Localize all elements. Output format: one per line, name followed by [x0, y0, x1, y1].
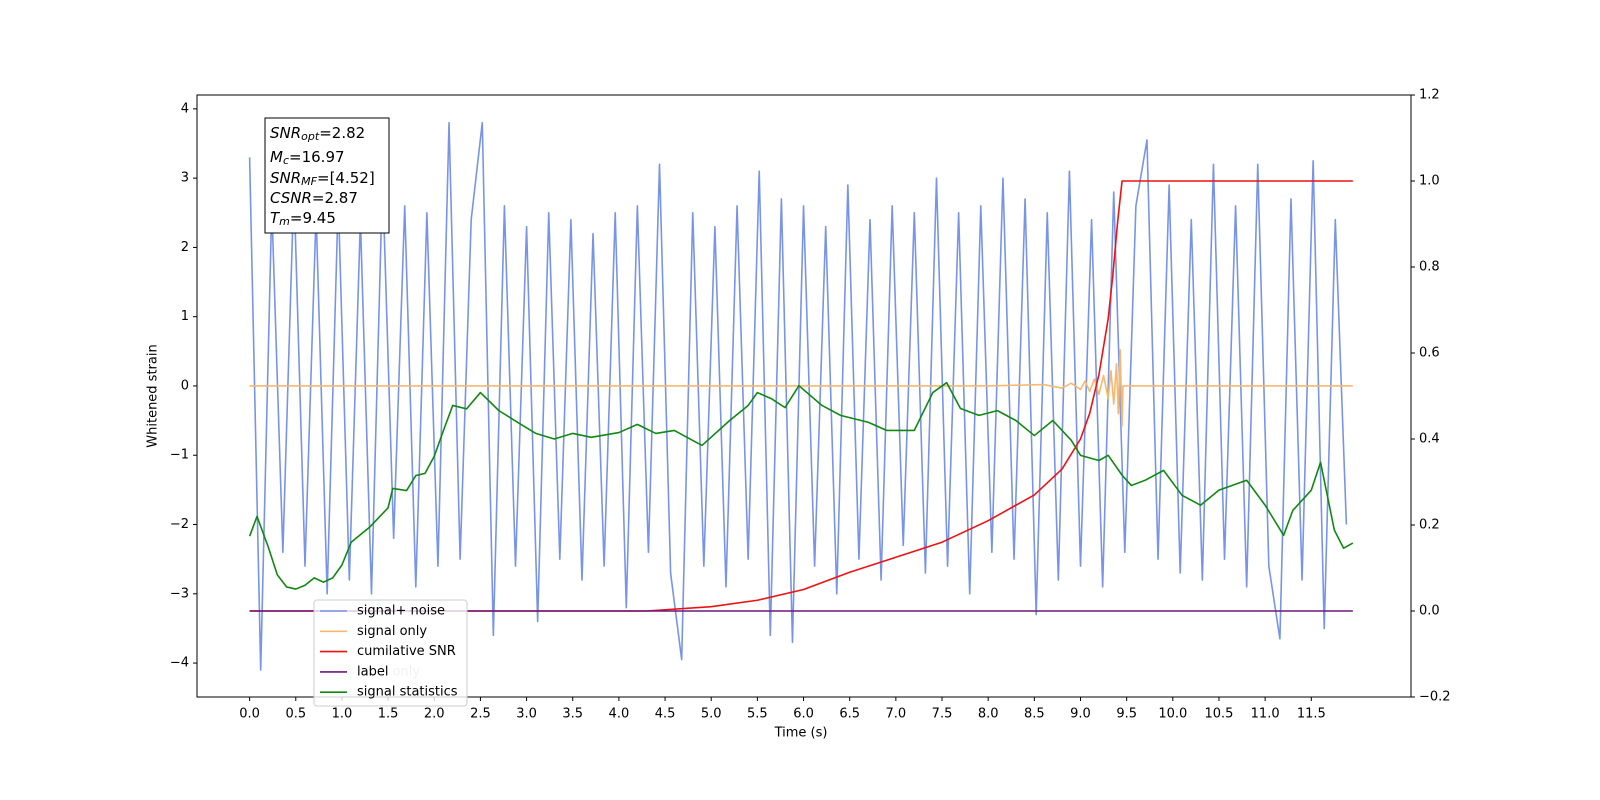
series-line: [249, 349, 1353, 427]
annotation-box: [264, 117, 390, 234]
legend-label: signal statistics: [357, 685, 458, 700]
annotation-symbol: CSNR: [270, 189, 312, 207]
y2-tick-label: 1.2: [1419, 88, 1440, 103]
y2-tick-label: 0.6: [1419, 346, 1440, 361]
x-tick-label: 3.0: [516, 707, 537, 722]
x-tick-label: 10.0: [1158, 707, 1187, 722]
annotation-line: Mc=16.97: [270, 148, 345, 168]
y2-tick-label: 0.8: [1419, 260, 1440, 275]
annotation-value: =2.87: [312, 189, 358, 207]
y-tick-label: −4: [170, 656, 189, 671]
x-tick-label: 8.5: [1024, 707, 1045, 722]
annotation-symbol: M: [270, 148, 283, 166]
annotation-line: SNRopt=2.82: [270, 124, 365, 144]
x-tick-label: 11.0: [1251, 707, 1280, 722]
plot-frame: [196, 94, 1412, 698]
x-tick-label: 9.0: [1070, 707, 1091, 722]
x-tick-label: 7.0: [886, 707, 907, 722]
y2-tick-label: 0.2: [1419, 518, 1440, 533]
y-tick-label: 4: [181, 101, 189, 116]
x-tick-label: 2.5: [470, 707, 491, 722]
annotation-symbol: SNR: [270, 124, 301, 142]
legend-label: cumilative SNR: [357, 644, 456, 659]
x-tick-label: 5.5: [747, 707, 768, 722]
y2-tick-label: 0.4: [1419, 432, 1440, 447]
annotation-value: =2.82: [319, 124, 365, 142]
y2-tick-label: 1.0: [1419, 174, 1440, 189]
annotation-subscript: MF: [301, 175, 317, 188]
legend-label: signal+ noise: [357, 604, 445, 619]
x-tick-label: 2.0: [424, 707, 445, 722]
y-tick-label: −2: [170, 517, 189, 532]
x-tick-label: 6.5: [839, 707, 860, 722]
x-tick-label: 0.0: [239, 707, 260, 722]
annotation-line: SNRMF=[4.52]: [270, 169, 375, 189]
annotation-value: =16.97: [289, 148, 345, 166]
y-tick-label: −1: [170, 448, 189, 463]
annotation-value: =9.45: [290, 209, 336, 227]
x-tick-label: 0.5: [285, 707, 306, 722]
series-line: [249, 180, 1353, 612]
annotation-line: CSNR=2.87: [270, 189, 358, 207]
x-tick-label: 7.5: [932, 707, 953, 722]
y2-tick-label: −0.2: [1419, 690, 1451, 705]
annotation-value: =[4.52]: [317, 169, 375, 187]
x-axis-label: Time (s): [774, 726, 828, 741]
legend-box: [313, 599, 468, 707]
x-tick-label: 11.5: [1297, 707, 1326, 722]
annotation-symbol: T: [270, 209, 281, 227]
x-tick-label: 4.5: [655, 707, 676, 722]
x-tick-label: 1.0: [332, 707, 353, 722]
annotation-line: Tm=9.45: [270, 209, 336, 229]
series-line: [248, 381, 1354, 590]
legend-label: signal only: [357, 624, 427, 639]
annotation-subscript: m: [279, 215, 290, 228]
x-tick-label: 6.0: [793, 707, 814, 722]
series-line: [248, 121, 1348, 671]
x-tick-label: 5.0: [701, 707, 722, 722]
x-tick-label: 4.0: [609, 707, 630, 722]
y-tick-label: 3: [181, 171, 189, 186]
y-tick-label: 0: [181, 378, 189, 393]
y-axis-label: Whitened strain: [146, 344, 161, 447]
annotation-symbol: SNR: [270, 169, 301, 187]
y-tick-label: 1: [181, 309, 189, 324]
y-tick-label: 2: [181, 240, 189, 255]
x-tick-label: 1.5: [378, 707, 399, 722]
x-tick-label: 10.5: [1204, 707, 1233, 722]
x-tick-label: 8.0: [978, 707, 999, 722]
legend-label: label: [357, 664, 388, 679]
y-tick-label: −3: [170, 586, 189, 601]
x-tick-label: 3.5: [562, 707, 583, 722]
x-tick-label: 9.5: [1116, 707, 1137, 722]
y2-tick-label: 0.0: [1419, 604, 1440, 619]
annotation-subscript: opt: [301, 130, 320, 143]
annotation-subscript: c: [283, 154, 289, 167]
